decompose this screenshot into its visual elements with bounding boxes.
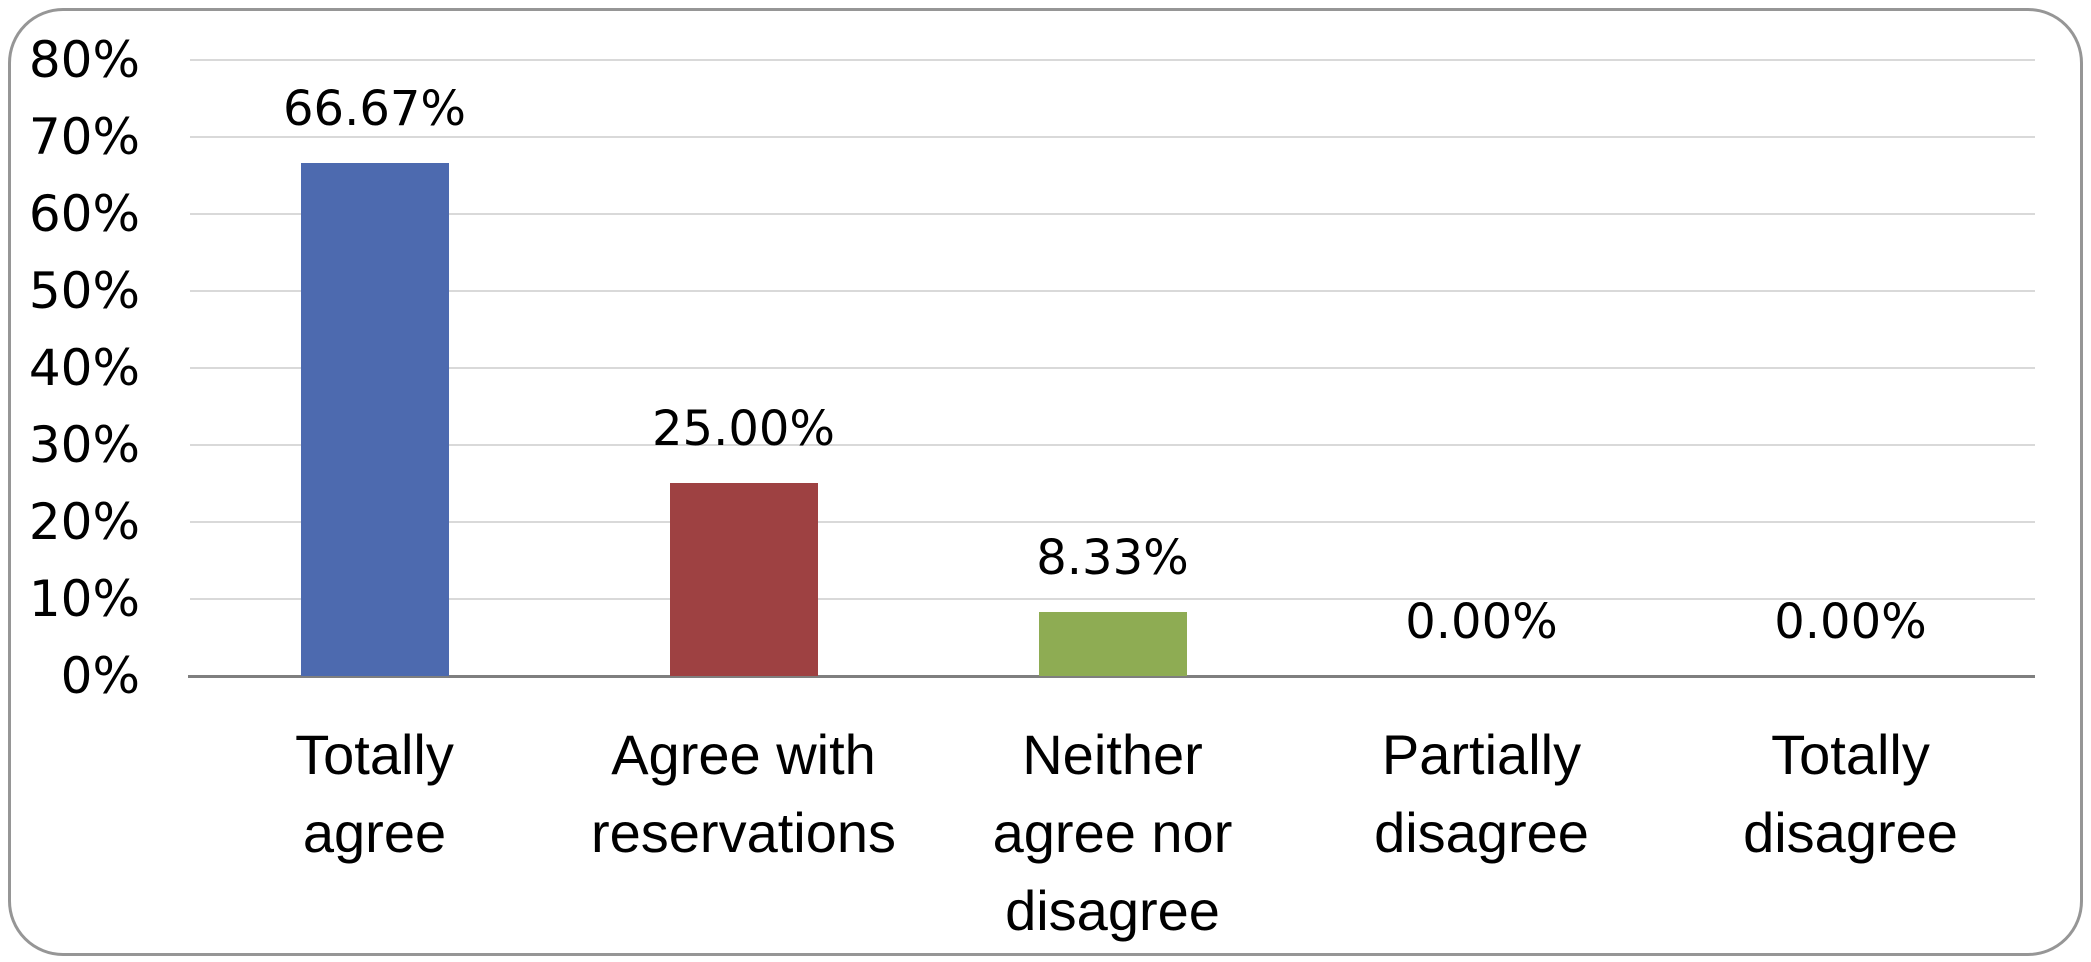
y-tick-label: 60% bbox=[28, 185, 140, 243]
gridline bbox=[190, 59, 2035, 61]
category-label-line: reservations bbox=[590, 801, 897, 864]
x-axis-line bbox=[188, 675, 2035, 678]
bar-agree-with-reservations bbox=[669, 483, 818, 676]
y-tick-label: 0% bbox=[60, 647, 140, 705]
y-tick-label: 80% bbox=[28, 31, 140, 89]
category-label-line: agree bbox=[302, 801, 447, 864]
bar-neither-agree-nor-disagree bbox=[1038, 612, 1187, 676]
gridline bbox=[190, 444, 2035, 446]
gridline bbox=[190, 290, 2035, 292]
y-tick-label: 40% bbox=[28, 339, 140, 397]
category-label-line: Agree with bbox=[611, 723, 876, 786]
category-label-totally-disagree: Totally disagree bbox=[1666, 716, 2036, 872]
category-label-line: disagree bbox=[1005, 879, 1220, 942]
category-label-agree-with-reservations: Agree with reservations bbox=[559, 716, 929, 872]
gridline bbox=[190, 521, 2035, 523]
value-label-neither-agree-nor-disagree: 8.33% bbox=[1036, 530, 1189, 586]
gridline bbox=[190, 136, 2035, 138]
category-label-line: Partially bbox=[1381, 723, 1582, 786]
value-label-partially-disagree: 0.00% bbox=[1405, 594, 1558, 650]
y-tick-label: 30% bbox=[28, 416, 140, 474]
category-label-partially-disagree: Partially disagree bbox=[1297, 716, 1667, 872]
category-label-line: disagree bbox=[1743, 801, 1958, 864]
category-label-line: Totally bbox=[295, 723, 454, 786]
bar-totally-agree bbox=[300, 163, 449, 676]
gridline bbox=[190, 598, 2035, 600]
category-label-line: Totally bbox=[1771, 723, 1930, 786]
gridline bbox=[190, 367, 2035, 369]
value-label-totally-agree: 66.67% bbox=[282, 81, 467, 137]
category-label-line: disagree bbox=[1374, 801, 1589, 864]
category-label-totally-agree: Totally agree bbox=[190, 716, 560, 872]
gridline bbox=[190, 213, 2035, 215]
value-label-totally-disagree: 0.00% bbox=[1774, 594, 1927, 650]
category-label-neither-agree-nor-disagree: Neither agree nor disagree bbox=[928, 716, 1298, 950]
y-tick-label: 20% bbox=[28, 493, 140, 551]
category-label-line: agree nor bbox=[992, 801, 1233, 864]
y-tick-label: 10% bbox=[28, 570, 140, 628]
y-tick-label: 70% bbox=[28, 108, 140, 166]
y-tick-label: 50% bbox=[28, 262, 140, 320]
category-label-line: Neither bbox=[1022, 723, 1203, 786]
value-label-agree-with-reservations: 25.00% bbox=[651, 401, 836, 457]
